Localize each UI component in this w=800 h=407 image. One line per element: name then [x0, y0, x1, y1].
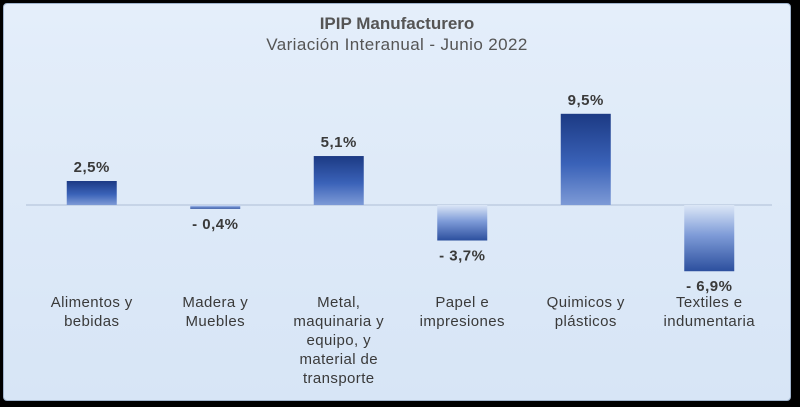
bar-4: [560, 113, 611, 205]
bar-5: [684, 205, 735, 272]
data-label-1: - 0,4%: [192, 216, 238, 233]
category-label-2-line-4: transporte: [303, 370, 375, 387]
data-label-4: 9,5%: [568, 92, 604, 109]
data-label-3: - 3,7%: [439, 248, 485, 265]
chart-plot-area: 2,5% Alimentos y bebidas - 0,4% Madera y Mueb…: [26, 92, 772, 387]
data-label-0: 2,5%: [74, 159, 110, 176]
category-label-3-line-1: impresiones: [420, 313, 505, 330]
category-label-0-line-1: bebidas: [64, 313, 119, 330]
chart-title: IPIP Manufacturero: [319, 14, 475, 33]
data-label-5: - 6,9%: [686, 278, 732, 295]
category-label-5-line-1: indumentaria: [663, 313, 755, 330]
category-label-2-line-0: Metal,: [317, 294, 360, 311]
category-label-2-line-3: material de: [299, 351, 378, 368]
bar-2: [313, 156, 364, 205]
chart-subtitle: Variación Interanual - Junio 2022: [266, 35, 528, 54]
bar-1: [190, 205, 241, 209]
category-label-1-line-1: Muebles: [186, 313, 246, 330]
chart-panel: IPIP Manufacturero Variación Interanual …: [3, 3, 791, 401]
category-label-1-line-0: Madera y: [182, 294, 248, 311]
category-label-0-line-0: Alimentos y: [51, 294, 133, 311]
bar-0: [66, 181, 117, 205]
data-label-2: 5,1%: [321, 134, 357, 151]
category-label-3-line-0: Papel e: [435, 294, 489, 311]
category-label-5-line-0: Textiles e: [676, 294, 743, 311]
category-label-4-line-0: Quimicos y: [547, 294, 625, 311]
bar-3: [437, 205, 488, 241]
category-label-4-line-1: plásticos: [555, 313, 617, 330]
category-label-2-line-2: equipo, y: [307, 332, 372, 349]
category-label-2-line-1: maquinaria y: [293, 313, 384, 330]
